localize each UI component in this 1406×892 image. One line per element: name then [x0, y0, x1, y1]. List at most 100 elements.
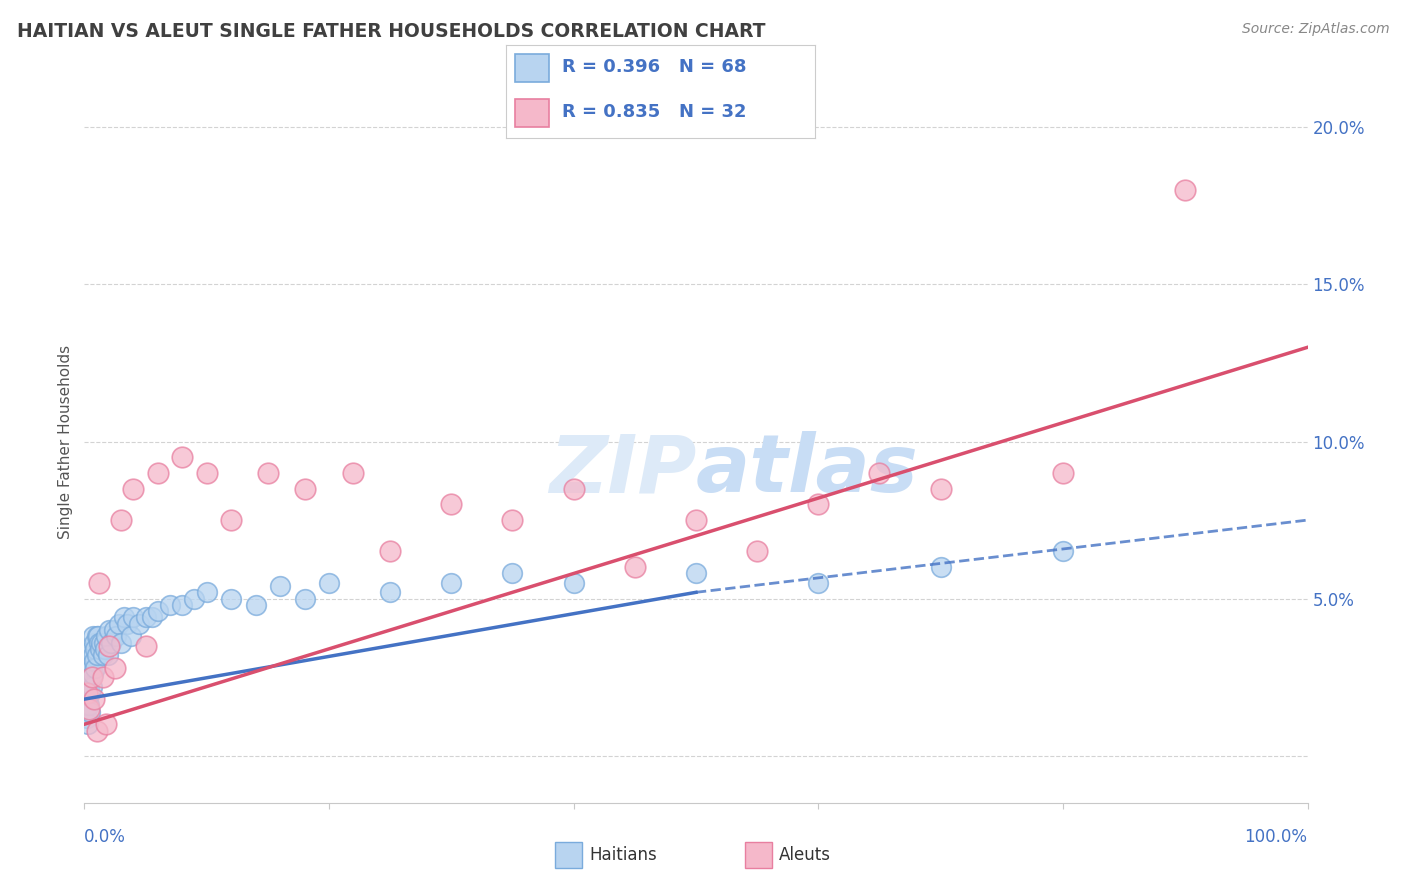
Point	[104, 661, 127, 675]
Text: R = 0.835   N = 32: R = 0.835 N = 32	[562, 103, 747, 121]
Point	[77, 717, 100, 731]
Point	[91, 670, 114, 684]
Point	[122, 610, 145, 624]
Point	[103, 623, 125, 637]
Point	[172, 450, 194, 465]
Point	[807, 575, 830, 590]
Point	[87, 635, 110, 649]
Point	[79, 648, 101, 662]
Text: Aleuts: Aleuts	[779, 846, 831, 863]
FancyBboxPatch shape	[516, 99, 550, 127]
Point	[77, 680, 100, 694]
Point	[219, 513, 242, 527]
Point	[77, 655, 100, 669]
Point	[82, 629, 104, 643]
Point	[79, 705, 101, 719]
Point	[195, 585, 218, 599]
Point	[76, 670, 98, 684]
Point	[97, 648, 120, 662]
Point	[110, 513, 132, 527]
Point	[96, 717, 118, 731]
Point	[80, 670, 103, 684]
Point	[146, 466, 169, 480]
Text: 100.0%: 100.0%	[1244, 828, 1308, 846]
Point	[76, 686, 98, 700]
Point	[89, 641, 111, 656]
Text: ZIP: ZIP	[548, 432, 696, 509]
Point	[624, 560, 647, 574]
Point	[84, 661, 107, 675]
Point	[91, 648, 114, 662]
Point	[380, 544, 402, 558]
Point	[1052, 466, 1074, 480]
Point	[195, 466, 218, 480]
Point	[82, 667, 104, 681]
Point	[80, 661, 103, 675]
Y-axis label: Single Father Households: Single Father Households	[58, 344, 73, 539]
Point	[128, 616, 150, 631]
Point	[77, 701, 100, 715]
Text: Source: ZipAtlas.com: Source: ZipAtlas.com	[1241, 22, 1389, 37]
Point	[86, 648, 108, 662]
Point	[257, 466, 280, 480]
Point	[440, 575, 463, 590]
Text: R = 0.396   N = 68: R = 0.396 N = 68	[562, 58, 747, 76]
Point	[219, 591, 242, 606]
FancyBboxPatch shape	[745, 842, 772, 868]
Point	[1174, 183, 1197, 197]
Point	[77, 661, 100, 675]
Point	[107, 616, 129, 631]
Point	[112, 610, 135, 624]
Point	[929, 560, 952, 574]
Point	[562, 482, 585, 496]
Point	[75, 686, 97, 700]
Point	[97, 623, 120, 637]
Point	[90, 635, 112, 649]
Point	[77, 698, 100, 713]
Point	[135, 639, 157, 653]
Point	[318, 575, 340, 590]
Point	[75, 701, 97, 715]
Text: HAITIAN VS ALEUT SINGLE FATHER HOUSEHOLDS CORRELATION CHART: HAITIAN VS ALEUT SINGLE FATHER HOUSEHOLD…	[17, 22, 765, 41]
Point	[440, 497, 463, 511]
Point	[122, 482, 145, 496]
Point	[929, 482, 952, 496]
Point	[141, 610, 163, 624]
Point	[97, 639, 120, 653]
Point	[87, 575, 110, 590]
Point	[100, 635, 122, 649]
Point	[86, 723, 108, 738]
Point	[79, 667, 101, 681]
Point	[159, 598, 181, 612]
Point	[79, 686, 101, 700]
Point	[685, 513, 707, 527]
Point	[380, 585, 402, 599]
Point	[80, 680, 103, 694]
Point	[869, 466, 891, 480]
Point	[685, 566, 707, 581]
Point	[83, 655, 105, 669]
Point	[269, 579, 291, 593]
Point	[115, 616, 138, 631]
Point	[94, 641, 117, 656]
Point	[84, 641, 107, 656]
Point	[807, 497, 830, 511]
Point	[86, 629, 108, 643]
FancyBboxPatch shape	[555, 842, 582, 868]
Point	[77, 698, 100, 713]
Point	[87, 629, 110, 643]
Point	[172, 598, 194, 612]
Point	[502, 513, 524, 527]
Point	[183, 591, 205, 606]
Point	[76, 692, 98, 706]
Text: Haitians: Haitians	[589, 846, 657, 863]
Point	[342, 466, 364, 480]
Text: atlas: atlas	[696, 432, 918, 509]
Point	[82, 648, 104, 662]
Point	[1052, 544, 1074, 558]
Point	[105, 629, 128, 643]
Point	[80, 641, 103, 656]
Point	[96, 629, 118, 643]
Point	[562, 575, 585, 590]
Point	[83, 692, 105, 706]
